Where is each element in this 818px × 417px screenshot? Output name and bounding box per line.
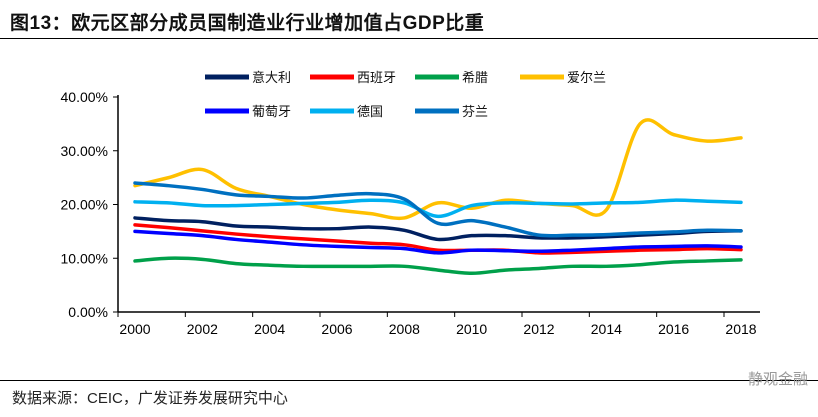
watermark: 静观金融 xyxy=(747,371,808,388)
x-tick-label: 2008 xyxy=(389,321,420,337)
legend-label: 意大利 xyxy=(252,70,291,86)
legend-label: 葡萄牙 xyxy=(252,105,291,120)
series-line-4 xyxy=(133,229,743,255)
x-tick-label: 2010 xyxy=(456,321,487,337)
x-tick-label: 2004 xyxy=(254,321,285,337)
legend-label: 西班牙 xyxy=(357,71,396,86)
x-tick-label: 2016 xyxy=(658,321,689,337)
legend-label: 爱尔兰 xyxy=(567,71,606,86)
series-line-3 xyxy=(133,118,743,221)
y-tick-label: 20.00% xyxy=(61,197,108,213)
series-line-2 xyxy=(133,256,743,276)
x-tick-label: 2014 xyxy=(591,321,622,337)
series-line-6 xyxy=(133,181,743,238)
x-tick-label: 2012 xyxy=(523,321,554,337)
x-tick-label: 2002 xyxy=(187,321,218,337)
series-line-0 xyxy=(133,216,743,242)
x-tick-label: 2000 xyxy=(119,321,150,337)
legend-label: 希腊 xyxy=(462,71,488,86)
source-note: 数据来源：CEIC，广发证券发展研究中心 xyxy=(12,390,288,407)
chart-title: 图13：欧元区部分成员国制造业行业增加值占GDP比重 xyxy=(10,13,485,34)
legend-label: 芬兰 xyxy=(462,105,488,120)
legend-label: 德国 xyxy=(357,105,383,120)
y-tick-label: 0.00% xyxy=(68,304,108,320)
y-tick-label: 10.00% xyxy=(61,250,108,266)
footer-divider xyxy=(0,380,818,381)
y-tick-label: 40.00% xyxy=(61,89,108,105)
title-divider xyxy=(0,38,818,39)
x-tick-label: 2006 xyxy=(321,321,352,337)
series-line-1 xyxy=(133,223,743,255)
series-line-5 xyxy=(133,198,743,219)
y-tick-label: 30.00% xyxy=(61,143,108,159)
x-tick-label: 2018 xyxy=(725,321,756,337)
